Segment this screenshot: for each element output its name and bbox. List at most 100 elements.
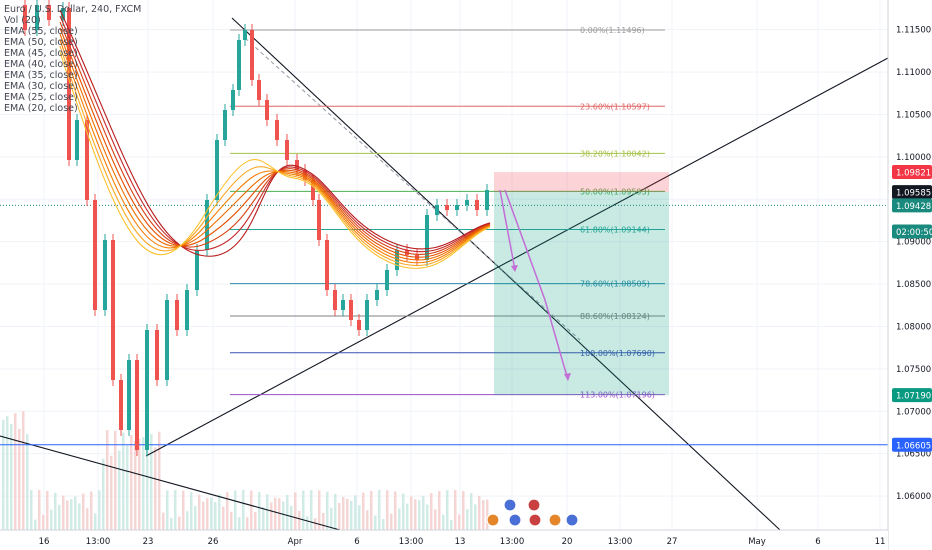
trendline-support[interactable] <box>145 57 889 457</box>
volume-bar <box>434 509 437 530</box>
volume-bar <box>6 416 9 530</box>
volume-bar <box>402 493 405 530</box>
indicator-label[interactable]: EMA (25, close) <box>4 92 78 103</box>
ema-line <box>59 45 491 267</box>
volume-bar <box>486 499 489 530</box>
volume-bar <box>398 508 401 530</box>
volume-bar <box>426 504 429 530</box>
candle <box>250 30 254 80</box>
event-icon[interactable] <box>565 513 579 527</box>
volume-bar <box>206 498 209 530</box>
candle <box>93 200 97 310</box>
take-profit-zone[interactable] <box>494 192 669 396</box>
indicator-label[interactable]: EMA (35, close) <box>4 70 78 81</box>
trendline-lower[interactable] <box>0 435 341 531</box>
candle <box>223 110 227 140</box>
volume-bar <box>342 496 345 530</box>
volume-bar <box>386 490 389 530</box>
volume-bar <box>190 492 193 530</box>
candle <box>435 205 439 215</box>
volume-bar <box>138 438 141 530</box>
price-scale[interactable] <box>888 0 932 550</box>
fib-level-label: 38.20%(1.10042) <box>580 149 650 158</box>
price-badge-label: 1.06605 <box>896 441 931 451</box>
price-tick-label: 1.09000 <box>896 238 931 248</box>
volume-bar <box>106 430 109 530</box>
volume-bar <box>454 490 457 530</box>
volume-bar <box>294 492 297 530</box>
volume-bar <box>118 450 121 530</box>
candle <box>385 270 389 290</box>
volume-bar <box>274 497 277 530</box>
volume-bar <box>358 505 361 530</box>
volume-bar <box>378 490 381 530</box>
event-icon[interactable] <box>528 513 542 527</box>
candle <box>175 300 179 330</box>
time-tick-label: 26 <box>208 537 219 547</box>
indicator-label[interactable]: EMA (45, close) <box>4 48 78 59</box>
candle <box>119 380 123 430</box>
fib-level-label: 0.00%(1.11496) <box>580 26 645 35</box>
indicator-label[interactable]: EMA (55, close) <box>4 26 78 37</box>
volume-bar <box>182 490 185 530</box>
volume-bar <box>174 490 177 530</box>
volume-bar <box>290 505 293 530</box>
volume-bar <box>82 493 85 530</box>
indicator-label[interactable]: EMA (50, close) <box>4 37 78 48</box>
time-tick-label: 13:00 <box>399 537 424 547</box>
time-tick-label: 23 <box>143 537 154 547</box>
volume-bar <box>346 498 349 530</box>
trendline-dashed[interactable] <box>244 37 581 341</box>
volume-bar <box>230 511 233 530</box>
volume-bar <box>354 495 357 530</box>
event-icon[interactable] <box>508 513 522 527</box>
time-axis[interactable] <box>0 530 888 550</box>
event-icon[interactable] <box>548 513 562 527</box>
fib-level-label: 61.80%(1.09144) <box>580 225 650 234</box>
price-tick-label: 1.11500 <box>896 26 931 36</box>
volume-bar <box>406 503 409 530</box>
indicator-label[interactable]: EMA (30, close) <box>4 81 78 92</box>
arrow-head <box>511 265 518 272</box>
volume-bar <box>370 490 373 530</box>
volume-bar <box>166 490 169 530</box>
candle <box>145 330 149 450</box>
candle <box>35 5 39 30</box>
candle <box>195 250 199 290</box>
time-tick-label: 16 <box>39 537 50 547</box>
volume-bar <box>306 516 309 530</box>
candle <box>425 215 429 260</box>
price-badge <box>892 437 932 452</box>
volume-bar <box>134 441 137 530</box>
event-icon[interactable] <box>527 498 541 512</box>
time-tick-label: Apr <box>288 537 303 547</box>
candle <box>231 90 235 110</box>
volume-bar <box>318 490 321 530</box>
projection-arrow[interactable] <box>504 189 569 381</box>
volume-bar <box>458 514 461 530</box>
volume-bar <box>34 519 37 530</box>
volume-bar <box>238 517 241 530</box>
candle <box>135 360 139 450</box>
candle <box>75 120 79 160</box>
indicator-label[interactable]: EMA (40, close) <box>4 59 78 70</box>
price-badge <box>892 388 932 403</box>
volume-bar <box>102 458 105 530</box>
event-icon[interactable] <box>503 498 517 512</box>
stop-loss-zone[interactable] <box>494 172 669 193</box>
volume-bar <box>194 506 197 530</box>
indicator-label[interactable]: Vol (20) <box>4 15 41 26</box>
volume-bar <box>350 500 353 530</box>
volume-bar <box>170 517 173 530</box>
indicator-label[interactable]: EMA (20, close) <box>4 103 78 114</box>
price-tick-label: 1.06500 <box>896 450 931 460</box>
volume-bar <box>46 490 49 530</box>
candle <box>445 205 449 210</box>
projection-arrow[interactable] <box>499 189 516 271</box>
event-icon[interactable] <box>486 513 500 527</box>
volume-bar <box>54 492 57 530</box>
volume-bar <box>418 500 421 530</box>
volume-bar <box>98 490 101 530</box>
